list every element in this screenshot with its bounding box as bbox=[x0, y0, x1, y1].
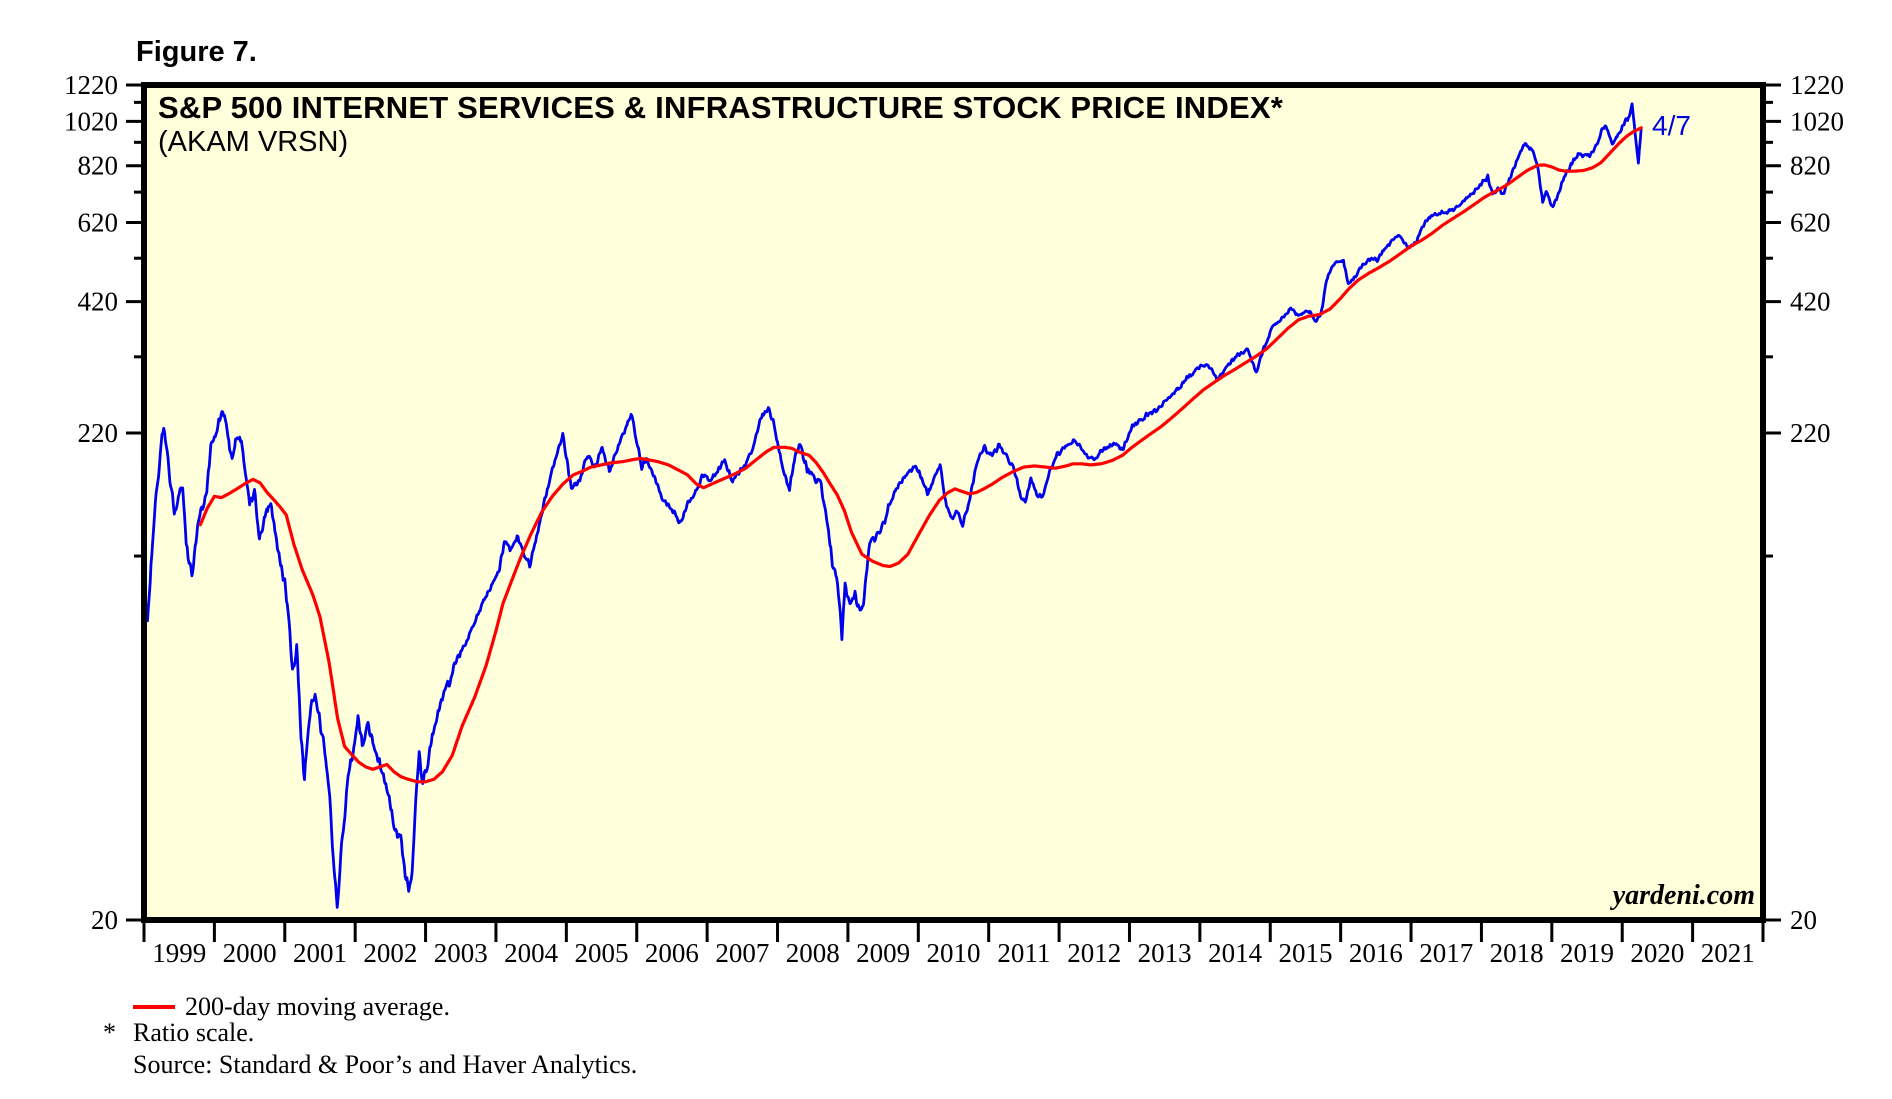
footnote-ratio-scale: Ratio scale. bbox=[133, 1018, 255, 1047]
y-axis-label-left: 220 bbox=[78, 418, 119, 448]
footnote-source: Source: Standard & Poor’s and Haver Anal… bbox=[133, 1050, 638, 1079]
x-axis-label: 2021 bbox=[1701, 938, 1755, 968]
x-axis-label: 1999 bbox=[152, 938, 206, 968]
x-axis-label: 2000 bbox=[223, 938, 277, 968]
x-axis-label: 2013 bbox=[1138, 938, 1192, 968]
x-axis-label: 2014 bbox=[1208, 938, 1263, 968]
plot-border bbox=[141, 82, 1766, 923]
moving-average-line bbox=[198, 126, 1643, 784]
chart-subtitle: (AKAM VRSN) bbox=[158, 126, 349, 158]
x-axis-label: 2001 bbox=[293, 938, 347, 968]
chart-title: S&P 500 INTERNET SERVICES & INFRASTRUCTU… bbox=[158, 90, 1283, 125]
x-axis-label: 2015 bbox=[1278, 938, 1332, 968]
x-axis-label: 2006 bbox=[645, 938, 699, 968]
x-axis-label: 2003 bbox=[434, 938, 488, 968]
x-axis-label: 2007 bbox=[715, 938, 769, 968]
y-axis-label-right: 620 bbox=[1790, 207, 1831, 237]
x-axis-label: 2012 bbox=[1067, 938, 1121, 968]
y-axis-label-right: 820 bbox=[1790, 151, 1831, 181]
y-axis-label-right: 1220 bbox=[1790, 70, 1844, 100]
y-axis-label-right: 420 bbox=[1790, 287, 1831, 317]
y-axis-label-left: 1220 bbox=[64, 70, 118, 100]
y-axis-label-left: 1020 bbox=[64, 106, 118, 136]
x-axis-label: 2005 bbox=[575, 938, 629, 968]
x-axis-label: 2008 bbox=[786, 938, 840, 968]
y-axis-label-left: 820 bbox=[78, 151, 119, 181]
y-axis-label-right: 220 bbox=[1790, 418, 1831, 448]
x-axis-label: 2004 bbox=[504, 938, 559, 968]
footnote-asterisk: * bbox=[103, 1018, 116, 1047]
x-axis-label: 2017 bbox=[1419, 938, 1473, 968]
x-axis-label: 2016 bbox=[1349, 938, 1403, 968]
watermark-yardeni: yardeni.com bbox=[1612, 880, 1755, 911]
y-axis-label-left: 420 bbox=[78, 287, 119, 317]
index-line bbox=[144, 102, 1643, 909]
x-axis-label: 2010 bbox=[927, 938, 981, 968]
x-axis-label: 2009 bbox=[856, 938, 910, 968]
x-axis-label: 2019 bbox=[1560, 938, 1614, 968]
moving-average-line-swatch bbox=[133, 1005, 175, 1009]
y-axis-label-left: 620 bbox=[78, 207, 119, 237]
x-axis-label: 2020 bbox=[1630, 938, 1684, 968]
latest-date-label: 4/7 bbox=[1652, 110, 1691, 141]
x-axis-label: 2018 bbox=[1490, 938, 1544, 968]
y-axis-label-right: 1020 bbox=[1790, 106, 1844, 136]
legend-label: 200-day moving average. bbox=[185, 992, 450, 1021]
x-axis-label: 2002 bbox=[363, 938, 417, 968]
figure-label: Figure 7. bbox=[136, 36, 257, 68]
y-axis-label-right: 20 bbox=[1790, 905, 1817, 935]
x-axis-label: 2011 bbox=[997, 938, 1050, 968]
y-axis-label-left: 20 bbox=[91, 905, 118, 935]
